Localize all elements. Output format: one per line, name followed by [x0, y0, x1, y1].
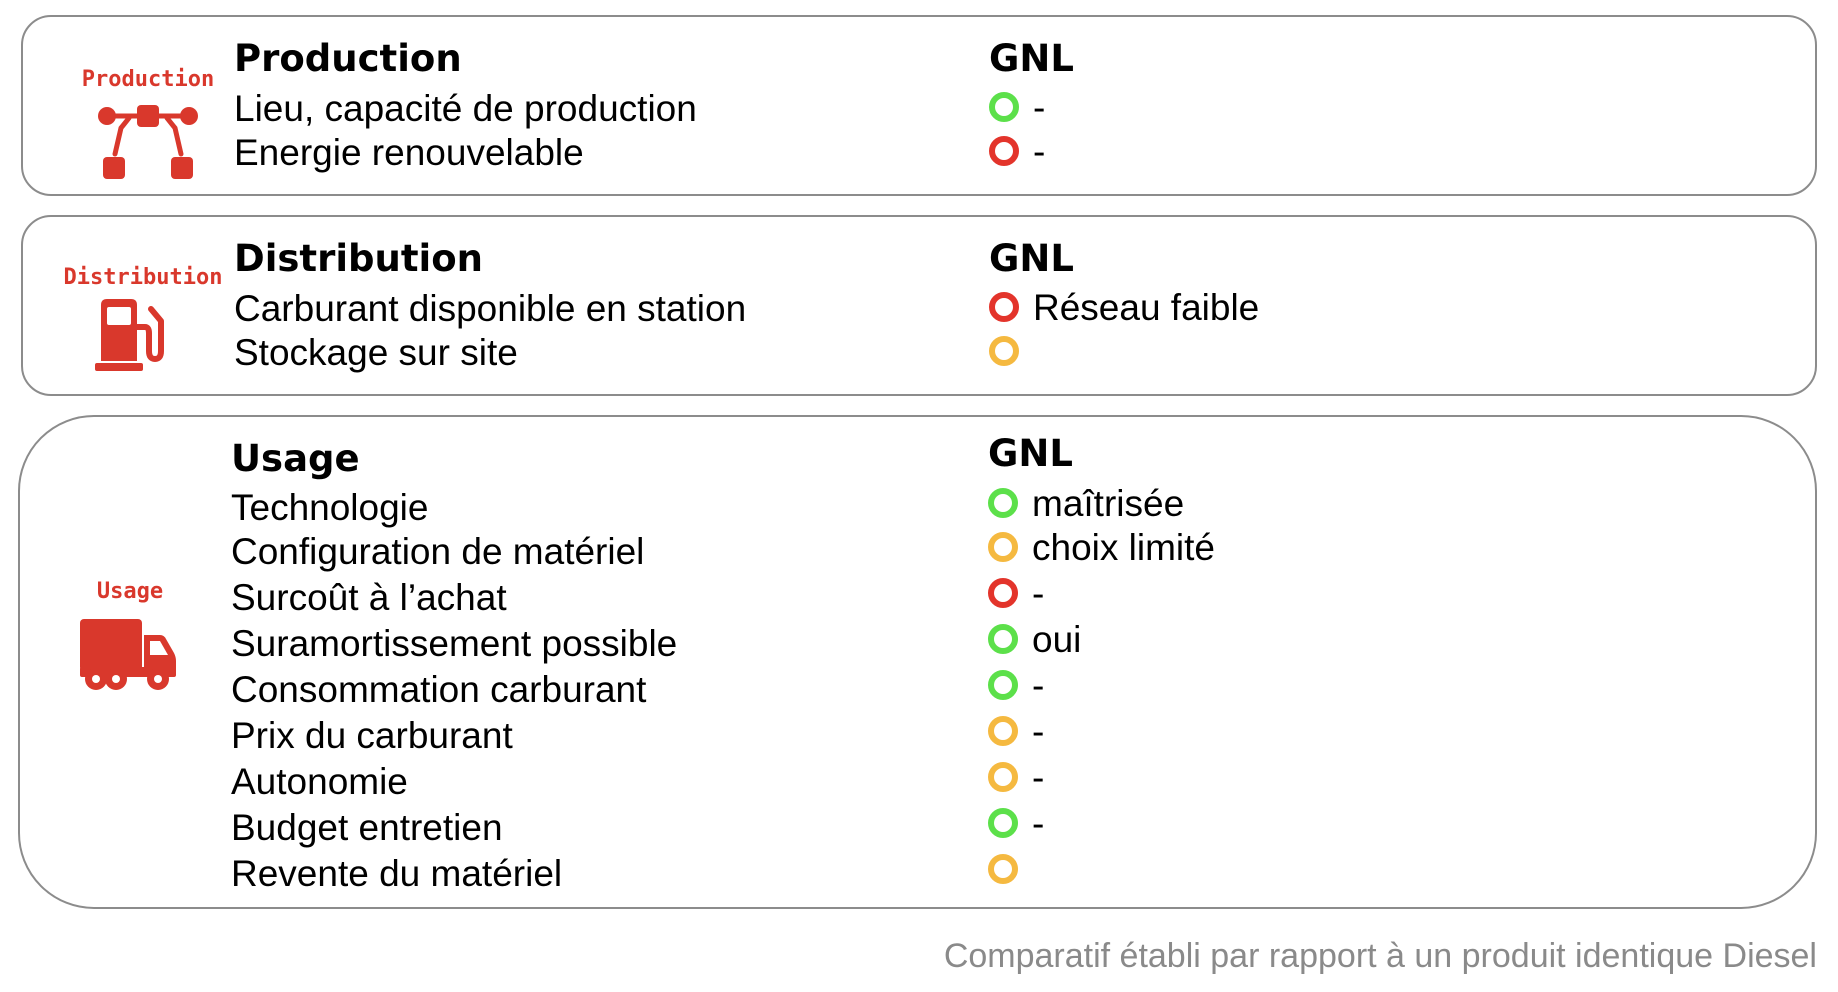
distribution-title: Distribution [234, 237, 483, 280]
status-dot-icon [988, 808, 1018, 838]
status-value: - [1032, 802, 1045, 844]
status-dot-icon [988, 762, 1018, 792]
status-value: Réseau faible [1033, 286, 1260, 328]
criterion-label: Configuration de matériel [231, 531, 645, 572]
status-item: - [988, 665, 1044, 705]
status-value: maîtrisée [1032, 482, 1185, 524]
delivery-truck-icon [80, 619, 176, 690]
status-dot-icon [988, 716, 1018, 746]
footnote: Comparatif établi par rapport à un produ… [943, 937, 1817, 975]
status-value: choix limité [1032, 526, 1215, 568]
status-dot-icon [988, 670, 1018, 700]
status-value: - [1033, 86, 1046, 128]
status-dot-icon [988, 624, 1018, 654]
distribution-gnl-header: GNL [989, 237, 1074, 280]
criterion-label: Revente du matériel [231, 853, 563, 894]
criterion-label: Technologie [231, 487, 429, 528]
status-value: - [1032, 756, 1045, 798]
distribution-panel: Distribution Distribution GNL Carburant … [21, 215, 1817, 396]
status-item: - [989, 87, 1045, 127]
criterion-label: Energie renouvelable [234, 132, 584, 173]
criterion-label: Lieu, capacité de production [234, 88, 697, 129]
status-dot-icon [989, 136, 1019, 166]
status-value: - [1033, 130, 1046, 172]
status-item [989, 331, 1033, 371]
status-value: - [1032, 572, 1045, 614]
criterion-label: Surcoût à l’achat [231, 577, 507, 618]
status-dot-icon [989, 336, 1019, 366]
status-item: - [988, 803, 1044, 843]
status-item: maîtrisée [988, 483, 1184, 523]
production-panel: Production Production GNL Lieu, capacité… [21, 15, 1817, 196]
criterion-label: Stockage sur site [234, 332, 518, 373]
criterion-label: Prix du carburant [231, 715, 513, 756]
status-dot-icon [988, 854, 1018, 884]
status-item: choix limité [988, 527, 1215, 567]
criterion-label: Suramortissement possible [231, 623, 678, 664]
status-item: Réseau faible [989, 287, 1259, 327]
status-value: - [1032, 664, 1045, 706]
status-item: - [989, 131, 1045, 171]
status-item: - [988, 711, 1044, 751]
status-item: - [988, 573, 1044, 613]
status-value: oui [1032, 618, 1082, 660]
fuel-pump-icon [95, 299, 164, 371]
criterion-label: Autonomie [231, 761, 408, 802]
status-dot-icon [989, 92, 1019, 122]
status-dot-icon [988, 488, 1018, 518]
usage-side-label: Usage [96, 579, 164, 604]
status-dot-icon [988, 532, 1018, 562]
production-gnl-header: GNL [989, 37, 1074, 80]
criterion-label: Carburant disponible en station [234, 288, 747, 329]
criterion-label: Budget entretien [231, 807, 503, 848]
status-value: - [1032, 710, 1045, 752]
network-nodes-icon [98, 105, 198, 179]
status-dot-icon [989, 292, 1019, 322]
status-item: oui [988, 619, 1081, 659]
distribution-side-label: Distribution [63, 265, 223, 290]
criterion-label: Consommation carburant [231, 669, 647, 710]
status-dot-icon [988, 578, 1018, 608]
usage-gnl-header: GNL [988, 432, 1073, 475]
usage-panel: Usage Usage GNL Technologie maîtrisée Co… [18, 415, 1817, 909]
usage-title: Usage [231, 437, 360, 480]
production-side-label: Production [81, 67, 215, 92]
production-title: Production [234, 37, 462, 80]
status-item [988, 849, 1032, 889]
status-item: - [988, 757, 1044, 797]
